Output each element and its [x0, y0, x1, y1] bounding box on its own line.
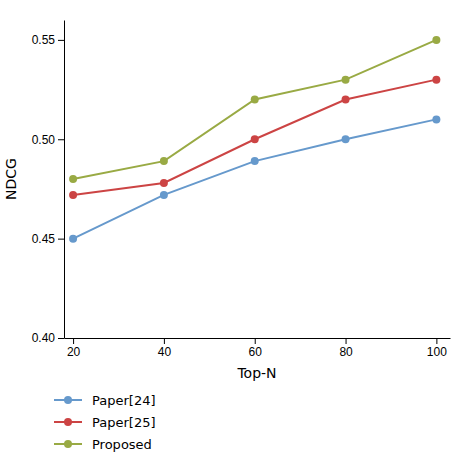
point — [160, 157, 168, 165]
x-axis: 20 40 60 80 100 — [65, 338, 451, 359]
axis-line — [64, 21, 65, 339]
series — [69, 36, 440, 183]
legend: Paper[24] Paper[25] Proposed — [54, 393, 156, 452]
tick-mark — [436, 338, 437, 344]
tick-mark — [58, 338, 64, 339]
legend-item: Paper[24] — [54, 393, 156, 408]
point — [342, 76, 350, 84]
tick-label: 0.55 — [32, 33, 56, 47]
tick-label: 60 — [249, 345, 263, 359]
marks — [69, 36, 440, 243]
point — [69, 175, 77, 183]
point — [342, 135, 350, 143]
point — [251, 157, 259, 165]
tick-label: 0.45 — [32, 232, 56, 246]
point — [69, 191, 77, 199]
tick-mark — [164, 338, 165, 344]
point — [69, 235, 77, 243]
chart: 20 40 60 80 100 0.40 0.45 0.50 0.55 Top-N NDCG Pape… — [0, 0, 474, 474]
x-axis-title: Top-N — [236, 365, 276, 381]
legend-item: Paper[25] — [54, 415, 156, 430]
tick: 80 — [339, 338, 353, 359]
legend-label: Paper[24] — [92, 393, 156, 408]
tick: 0.55 — [32, 33, 64, 47]
tick: 60 — [249, 338, 263, 359]
tick-label: 0.40 — [32, 331, 56, 345]
tick-label: 0.50 — [32, 133, 56, 147]
tick: 0.40 — [32, 331, 64, 345]
line — [73, 40, 436, 179]
series — [69, 76, 440, 199]
tick: 100 — [427, 338, 447, 359]
tick-mark — [73, 338, 74, 344]
plot-area: 20 40 60 80 100 0.40 0.45 0.50 0.55 Top-N NDCG — [3, 21, 451, 382]
tick: 40 — [158, 338, 172, 359]
point — [432, 115, 440, 123]
point — [342, 96, 350, 104]
legend-marker — [64, 440, 72, 448]
point — [432, 36, 440, 44]
tick-mark — [255, 338, 256, 344]
legend-label: Proposed — [92, 437, 152, 452]
tick-label: 100 — [427, 345, 447, 359]
tick-label: 80 — [339, 345, 353, 359]
line — [73, 80, 436, 195]
tick: 0.45 — [32, 232, 64, 246]
point — [251, 135, 259, 143]
tick-mark — [58, 139, 64, 140]
point — [160, 179, 168, 187]
y-axis: 0.40 0.45 0.50 0.55 — [32, 21, 65, 346]
y-axis-title: NDCG — [3, 158, 19, 200]
axis-line — [65, 338, 451, 339]
point — [251, 96, 259, 104]
point — [432, 76, 440, 84]
point — [160, 191, 168, 199]
line — [73, 119, 436, 238]
legend-item: Proposed — [54, 437, 152, 452]
tick-label: 20 — [67, 345, 81, 359]
tick-label: 40 — [158, 345, 172, 359]
tick: 0.50 — [32, 133, 64, 147]
legend-marker — [64, 396, 72, 404]
legend-label: Paper[25] — [92, 415, 156, 430]
series — [69, 115, 440, 242]
tick-mark — [346, 338, 347, 344]
tick-mark — [58, 40, 64, 41]
tick: 20 — [67, 338, 81, 359]
legend-marker — [64, 418, 72, 426]
tick-mark — [58, 239, 64, 240]
